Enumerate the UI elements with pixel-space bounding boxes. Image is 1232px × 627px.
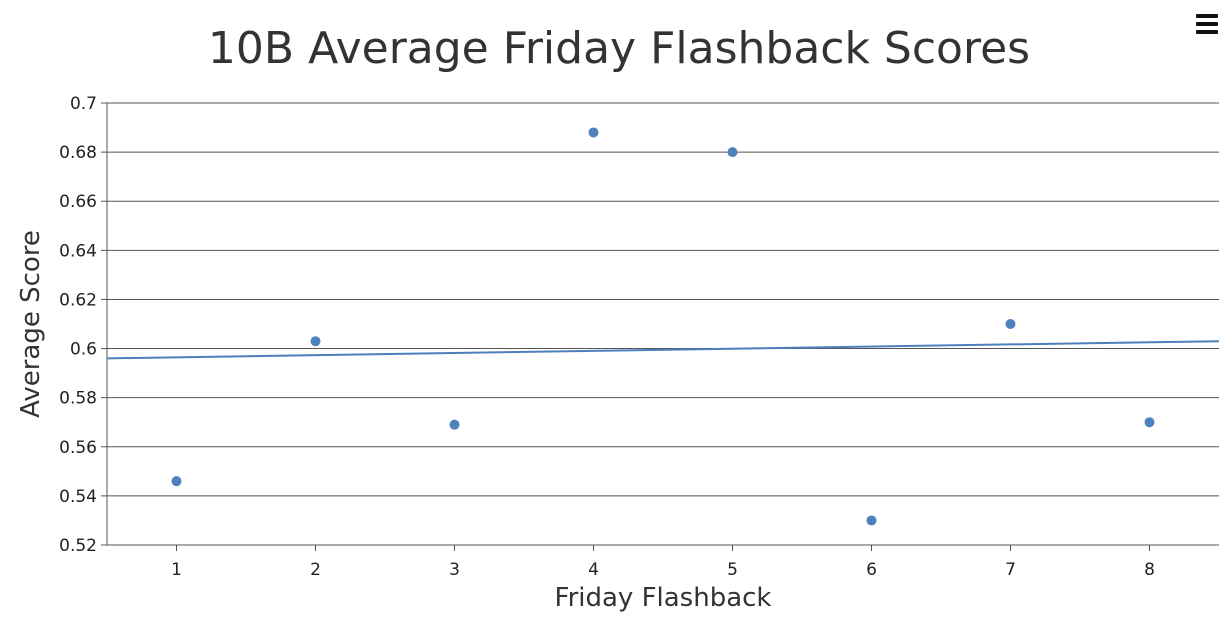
- trendline-layer: [106, 340, 1220, 360]
- y-tick-label: 0.7: [70, 94, 97, 114]
- hamburger-icon-bar: [1196, 22, 1218, 26]
- y-tick-label: 0.52: [59, 536, 97, 556]
- x-tick-label: 5: [727, 560, 738, 580]
- data-point[interactable]: [866, 515, 877, 526]
- axes: [101, 102, 1219, 551]
- x-tick-label: 2: [310, 560, 321, 580]
- x-axis-title: Friday Flashback: [555, 583, 772, 613]
- x-tick-label: 7: [1005, 560, 1016, 580]
- y-tick-label: 0.62: [59, 290, 97, 310]
- data-point[interactable]: [1005, 319, 1016, 329]
- y-tick-label: 0.64: [59, 241, 97, 261]
- hamburger-icon-bar: [1196, 30, 1218, 34]
- x-tick-label: 1: [171, 560, 182, 580]
- x-tick-label: 3: [449, 560, 460, 580]
- chart-menu-button[interactable]: [1196, 14, 1218, 34]
- data-point[interactable]: [171, 476, 182, 487]
- y-tick-label: 0.54: [59, 487, 97, 507]
- x-tick-label: 4: [588, 560, 599, 580]
- y-tick-label: 0.66: [59, 192, 97, 212]
- x-tick-label: 8: [1144, 560, 1155, 580]
- data-point[interactable]: [727, 147, 738, 158]
- trendline: [106, 340, 1220, 360]
- data-point[interactable]: [310, 336, 321, 347]
- chart-title: 10B Average Friday Flashback Scores: [208, 23, 1030, 74]
- y-tick-label: 0.6: [70, 340, 97, 360]
- data-points: [171, 127, 1155, 526]
- y-tick-label: 0.68: [59, 143, 97, 163]
- y-axis-title: Average Score: [16, 230, 46, 418]
- grid-lines: [107, 102, 1219, 546]
- y-tick-label: 0.58: [59, 389, 97, 409]
- y-tick-label: 0.56: [59, 438, 97, 458]
- data-point[interactable]: [1144, 417, 1155, 428]
- tick-labels: 0.52 0.54 0.56 0.58 0.6 0.62 0.64 0.66 0.68 0.7 1 2…: [59, 94, 1155, 580]
- data-point[interactable]: [449, 419, 460, 430]
- data-point[interactable]: [588, 127, 599, 138]
- hamburger-icon: [1196, 14, 1218, 18]
- x-tick-label: 6: [866, 560, 877, 580]
